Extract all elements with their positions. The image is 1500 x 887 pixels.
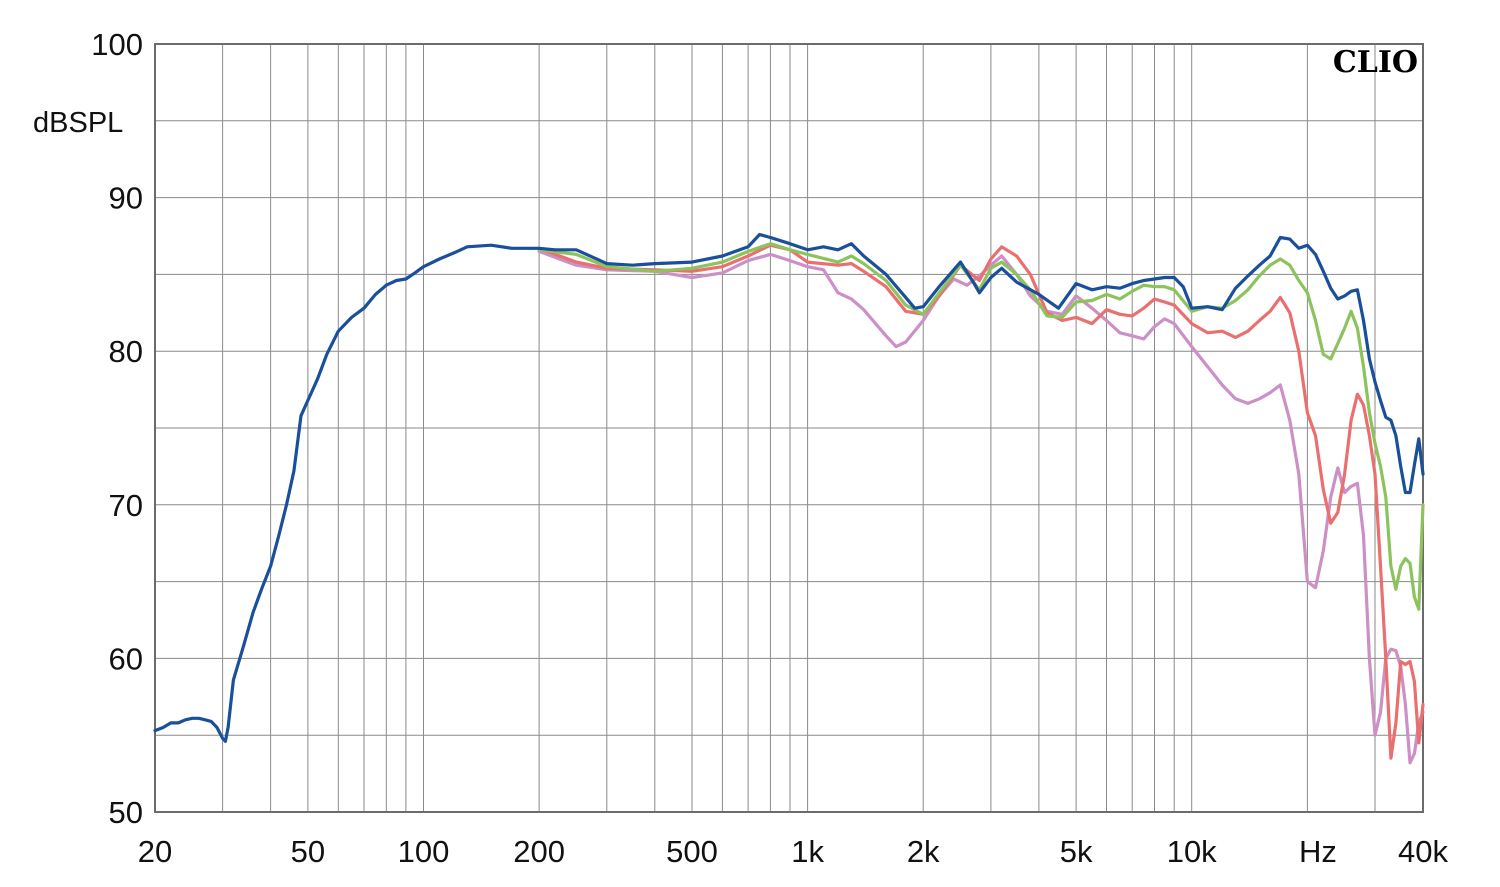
y-tick-label: 50 [109,795,143,830]
response-curve-1 [537,249,1425,765]
y-axis-unit-label: dBSPL [33,107,123,139]
response-curve-3 [537,242,1425,611]
y-tick-label: 90 [109,181,143,216]
y-tick-label: 60 [109,641,143,676]
x-tick-label: 1k [791,834,824,869]
x-tick-label: 200 [513,834,565,869]
axis-tick-labels: 20 50 100 200 500 1k 2k 5k 10k 40k 100 90 80 70 60 50 [91,27,1448,869]
x-tick-label: 2k [907,834,940,869]
x-tick-label: 20 [138,834,172,869]
x-tick-label: 40k [1398,834,1448,869]
x-tick-label: 100 [398,834,450,869]
response-curve-4 [153,232,1425,743]
x-tick-label: 10k [1167,834,1217,869]
response-curve-2 [537,243,1425,760]
x-axis-unit-label: Hz [1299,834,1337,869]
x-tick-label: 5k [1060,834,1093,869]
y-tick-label: 80 [109,334,143,369]
y-tick-label: 70 [109,488,143,523]
plot-frame [154,43,1424,813]
x-tick-label: 50 [291,834,325,869]
y-tick-label: 100 [91,27,143,62]
clio-watermark: CLIO [1333,45,1418,80]
x-tick-label: 500 [666,834,718,869]
plot-curves [153,232,1425,765]
plot-grid [155,44,1423,812]
